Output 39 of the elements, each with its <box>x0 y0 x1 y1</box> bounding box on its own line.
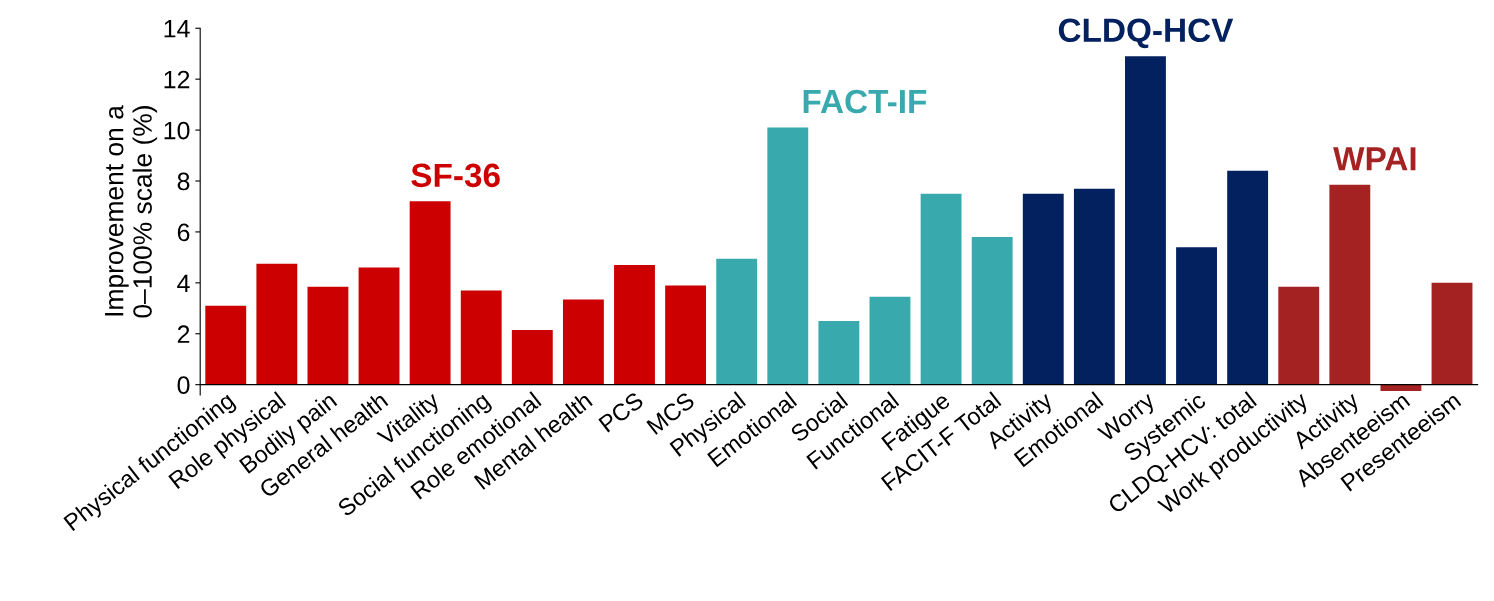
bar <box>869 296 911 385</box>
series-label: SF-36 <box>411 163 500 188</box>
y-axis-title: Improvement on a 0–100% scale (%) <box>105 105 158 318</box>
y-tick-label: 8 <box>177 172 190 191</box>
bar <box>460 290 502 385</box>
bar <box>1176 247 1217 385</box>
bar <box>256 263 298 385</box>
bar <box>1022 193 1064 385</box>
bar <box>1380 384 1422 392</box>
bar <box>409 201 451 385</box>
bar <box>767 127 809 385</box>
bar <box>205 305 247 385</box>
bar <box>818 321 860 385</box>
y-tick-label: 6 <box>177 223 190 242</box>
bar <box>1227 170 1269 385</box>
y-tick-label: 0 <box>177 376 190 394</box>
bar <box>307 286 349 385</box>
series-label: WPAI <box>1333 147 1416 171</box>
bar <box>358 267 400 385</box>
y-tick-label: 12 <box>164 70 190 89</box>
bar <box>1431 282 1473 385</box>
x-tick-label: PCS <box>598 391 645 433</box>
y-tick-label: 4 <box>177 274 190 292</box>
series-label: FACT-IF <box>803 89 927 114</box>
bar <box>1073 188 1115 385</box>
bar <box>971 237 1013 385</box>
bar <box>1329 184 1371 385</box>
bar <box>920 193 962 385</box>
bar <box>562 299 604 385</box>
bar <box>1278 286 1320 385</box>
bar <box>614 265 655 385</box>
bar <box>716 258 758 385</box>
y-tick-label: 14 <box>164 20 190 38</box>
bar <box>1125 56 1166 385</box>
bar <box>511 329 553 385</box>
y-tick-label: 10 <box>164 121 190 140</box>
series-label: CLDQ-HCV <box>1058 18 1234 49</box>
y-tick-label: 2 <box>177 325 190 343</box>
bar <box>665 285 707 385</box>
